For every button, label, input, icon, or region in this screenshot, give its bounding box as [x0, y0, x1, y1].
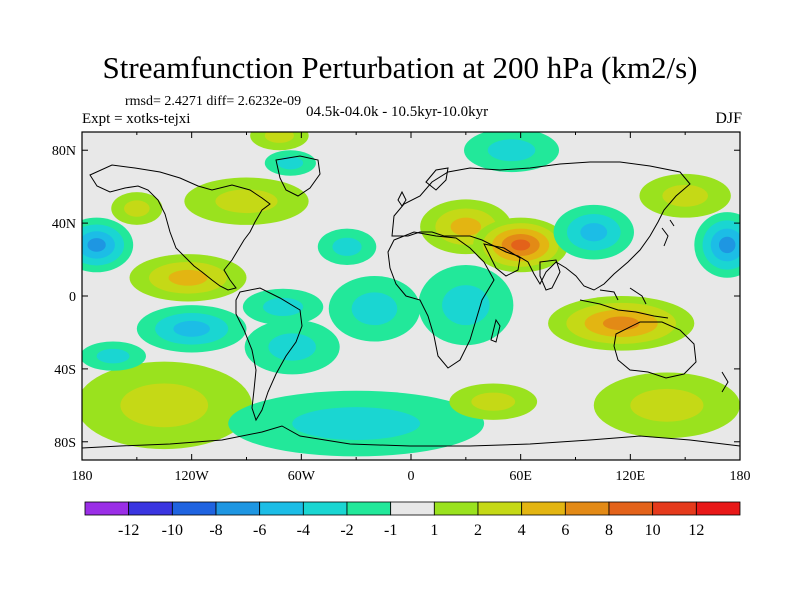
colorbar-box-4 [259, 501, 304, 516]
colorbar-label-5: -2 [340, 522, 353, 539]
coast-madagascar [490, 318, 501, 343]
field-band-12-1 [262, 297, 304, 317]
colorbar-label-4: -4 [297, 522, 310, 539]
colorbar-label-12: 10 [645, 522, 661, 539]
field-band-21-3 [718, 236, 736, 254]
field-band-10-1 [351, 292, 398, 326]
colorbar-box-14 [695, 501, 741, 516]
colorbar-box-9 [477, 501, 523, 516]
colorbar-label-1: -10 [162, 522, 183, 539]
colorbar-box-3 [215, 501, 261, 516]
coast-arabia [483, 243, 521, 277]
field-band-16-1 [487, 139, 536, 162]
colorbar-label-13: 12 [688, 522, 704, 539]
coast-greenland [275, 155, 321, 197]
field-band-6-1 [215, 189, 278, 214]
y-tick-label-4: 80S [54, 436, 76, 451]
x-tick-label-0: 180 [72, 469, 93, 484]
field-band-13-1 [292, 407, 421, 440]
coast-eurasia [391, 161, 691, 291]
colorbar-label-0: -12 [118, 522, 139, 539]
x-tick-label-2: 60W [288, 469, 316, 484]
field-band-19-3 [602, 316, 640, 331]
coastlines [82, 155, 740, 449]
coast-africa [387, 231, 495, 369]
field-band-17-1 [442, 285, 490, 326]
y-tick-label-1: 40N [52, 217, 76, 232]
colorbar-label-11: 8 [605, 522, 613, 539]
x-tick-label-6: 180 [730, 469, 751, 484]
field-band-15-4 [511, 239, 531, 251]
colorbar-box-1 [128, 501, 173, 516]
coast-north-america [89, 164, 271, 291]
coast-scandinavia [425, 167, 449, 191]
coast-indonesia [579, 287, 669, 319]
colorbar-box-7 [390, 501, 435, 516]
x-tick-label-3: 0 [408, 469, 415, 484]
coast-south-america [235, 287, 303, 422]
colorbar-box-11 [564, 501, 610, 516]
x-tick-label-1: 120W [175, 469, 210, 484]
colorbar-box-8 [433, 501, 479, 516]
y-tick-label-3: 40S [54, 363, 76, 378]
y-tick-label-0: 80N [52, 144, 76, 159]
chart-title: Streamfunction Perturbation at 200 hPa (… [102, 50, 698, 85]
y-tick-label-2: 0 [69, 290, 76, 305]
field-band-22-1 [630, 388, 704, 422]
field-band-18-2 [580, 223, 608, 242]
field-band-20-1 [662, 184, 709, 207]
rmsd-stats: rmsd= 2.4271 diff= 2.6232e-09 [125, 94, 302, 109]
season-label: DJF [715, 110, 742, 127]
colorbar-label-6: -1 [384, 522, 397, 539]
field-band-23-1 [471, 392, 516, 411]
field-band-14-2 [450, 217, 482, 236]
axis-ticks: 180 120W 60W 0 60E 120E 180 80N 40N 0 40S 80S [52, 132, 751, 484]
coast-britain [397, 190, 407, 207]
colorbar-label-9: 4 [518, 522, 526, 539]
colorbar-box-2 [171, 501, 217, 516]
coast-japan [661, 219, 675, 247]
field-band-3-2 [173, 320, 210, 337]
field-band-4-1 [120, 383, 209, 428]
field-band-2-2 [168, 269, 208, 286]
colorbar-box-10 [521, 501, 566, 516]
coast-antarctica [82, 425, 740, 449]
x-tick-label-5: 120E [616, 469, 646, 484]
coast-australia [613, 321, 697, 379]
field-band-7-1 [264, 132, 295, 143]
field-band-5-1 [96, 348, 130, 364]
colorbar-label-2: -8 [209, 522, 222, 539]
colorbar-box-5 [302, 501, 348, 516]
colorbar-box-13 [652, 501, 697, 516]
colorbar: -12 -10 -8 -6 -4 -2 -1 1 2 4 6 8 10 12 [84, 501, 741, 539]
colorbar-label-8: 2 [474, 522, 482, 539]
coast-new-zealand [721, 371, 729, 393]
colorbar-box-6 [346, 501, 392, 516]
field-band-9-1 [332, 237, 362, 256]
period-label: 04.5k-04.0k - 10.5kyr-10.0kyr [306, 104, 489, 120]
field-band-0-3 [87, 238, 106, 252]
streamfunction-field [82, 132, 740, 457]
colorbar-label-10: 6 [561, 522, 569, 539]
field-band-8-1 [277, 156, 304, 170]
colorbar-label-7: 1 [430, 522, 438, 539]
experiment-label: Expt = xotks-tejxi [82, 111, 191, 127]
x-tick-label-4: 60E [509, 469, 532, 484]
colorbar-box-12 [608, 501, 654, 516]
colorbar-label-3: -6 [253, 522, 266, 539]
field-band-1-1 [124, 200, 150, 217]
coast-india [539, 259, 561, 291]
colorbar-box-0 [84, 501, 130, 516]
